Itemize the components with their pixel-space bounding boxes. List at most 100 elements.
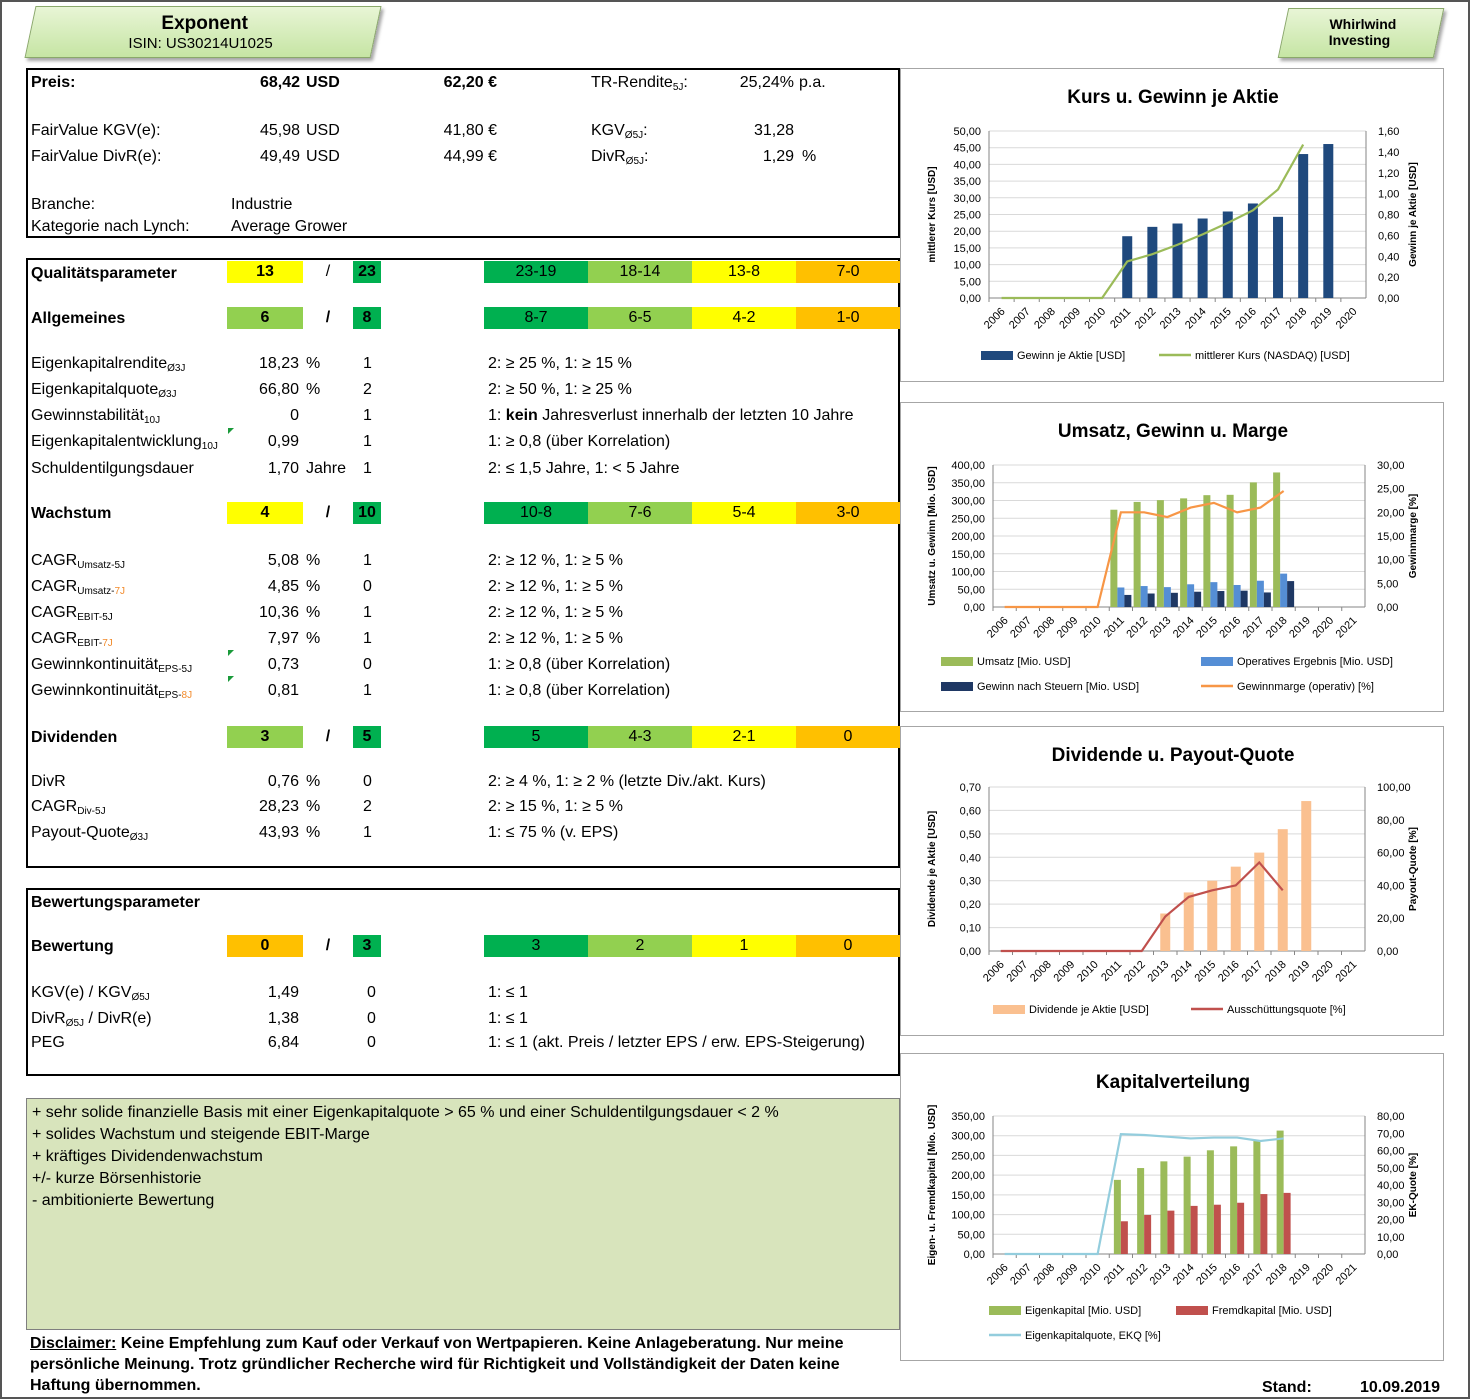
wachstum-row-points: 0 bbox=[363, 578, 372, 595]
legend-label: Eigenkapital [Mio. USD] bbox=[1025, 1305, 1141, 1317]
bar bbox=[1273, 472, 1281, 607]
y-tick-label: 15,00 bbox=[953, 243, 981, 255]
bewertung-max: 3 bbox=[353, 935, 381, 957]
legend-swatch bbox=[989, 1306, 1021, 1315]
chart-title: Kapitalverteilung bbox=[1096, 1072, 1250, 1093]
y-tick-label: 0,30 bbox=[960, 876, 981, 888]
lynch-value: Average Grower bbox=[231, 218, 348, 235]
wachstum-row-unit: % bbox=[306, 578, 321, 595]
allgemeines-row-label: EigenkapitalrenditeØ3J bbox=[31, 355, 186, 374]
y-tick-label: 0,40 bbox=[960, 852, 981, 864]
bar bbox=[1120, 1221, 1128, 1254]
y-tick-label: 200,00 bbox=[951, 1170, 985, 1182]
y2-tick-label: 70,00 bbox=[1377, 1128, 1405, 1140]
y2-tick-label: 20,00 bbox=[1377, 1215, 1405, 1227]
allgemeines-scale-3: 1-0 bbox=[796, 307, 900, 329]
quality-box bbox=[26, 258, 900, 868]
quality-scale-2: 13-8 bbox=[692, 261, 796, 283]
kgv-label: KGVØ5J: bbox=[591, 122, 648, 141]
x-tick-label: 2010 bbox=[1078, 615, 1104, 641]
bar bbox=[1287, 581, 1295, 607]
y-tick-label: 5,00 bbox=[960, 276, 981, 288]
bar bbox=[1160, 913, 1171, 951]
bar bbox=[1249, 482, 1257, 607]
x-tick-label: 2008 bbox=[1031, 615, 1057, 641]
wachstum-scale-0: 10-8 bbox=[484, 502, 588, 524]
x-tick-label: 2019 bbox=[1287, 615, 1313, 641]
disclaimer-label: Disclaimer: bbox=[30, 1335, 117, 1352]
bar bbox=[1194, 591, 1202, 607]
company-header: Exponent ISIN: US30214U1025 bbox=[24, 6, 382, 58]
y2-tick-label: 0,00 bbox=[1377, 602, 1398, 614]
dividenden-row-unit: % bbox=[306, 824, 321, 841]
legend-label: Umsatz [Mio. USD] bbox=[977, 656, 1071, 668]
y-axis-label: Eigen- u. Fremdkapital [Mio. USD] bbox=[927, 1105, 938, 1266]
divr-value: 1,29 bbox=[762, 148, 794, 165]
y-tick-label: 35,00 bbox=[953, 176, 981, 188]
comment-list: + sehr solide finanzielle Basis mit eine… bbox=[32, 1102, 894, 1212]
wachstum-row-value: 0,73 bbox=[267, 656, 299, 673]
x-tick-label: 2021 bbox=[1334, 1262, 1360, 1288]
x-tick-label: 2012 bbox=[1133, 306, 1159, 332]
y-tick-label: 0,70 bbox=[960, 782, 981, 794]
wachstum-row-points: 1 bbox=[363, 552, 372, 569]
y-tick-label: 25,00 bbox=[953, 210, 981, 222]
x-tick-label: 2020 bbox=[1310, 959, 1336, 985]
y-tick-label: 0,00 bbox=[964, 1249, 985, 1261]
legend-label: Ausschüttungsquote [%] bbox=[1227, 1004, 1346, 1016]
y-tick-label: 50,00 bbox=[953, 126, 981, 138]
tr-rendite-value: 25,24% bbox=[739, 74, 794, 91]
x-tick-label: 2011 bbox=[1099, 959, 1124, 984]
wachstum-row-label: CAGRUmsatz-7J bbox=[31, 578, 126, 597]
allgemeines-row-unit: % bbox=[306, 381, 321, 398]
wachstum-row-criterion: 1: ≥ 0,8 (über Korrelation) bbox=[488, 682, 671, 699]
x-tick-label: 2011 bbox=[1108, 306, 1133, 331]
y2-tick-label: 30,00 bbox=[1377, 1197, 1405, 1209]
comments-box: + sehr solide finanzielle Basis mit eine… bbox=[26, 1098, 900, 1330]
y-tick-label: 400,00 bbox=[951, 460, 985, 472]
bewertung-scale-2: 1 bbox=[692, 935, 796, 957]
dividenden-row-criterion: 1: ≤ 75 % (v. EPS) bbox=[488, 824, 619, 841]
legend-swatch bbox=[1176, 1306, 1208, 1315]
quality-scale-3: 7-0 bbox=[796, 261, 900, 283]
tr-rendite-label: TR-Rendite5J: bbox=[591, 74, 688, 93]
dividenden-max: 5 bbox=[353, 726, 381, 748]
bar bbox=[1180, 498, 1188, 607]
x-tick-label: 2008 bbox=[1032, 306, 1058, 332]
wachstum-row-points: 0 bbox=[363, 656, 372, 673]
preis-label: Preis: bbox=[31, 74, 76, 91]
x-tick-label: 2019 bbox=[1309, 306, 1335, 332]
quality-max: 23 bbox=[353, 261, 381, 283]
y-axis-label: Umsatz u. Gewinn [Mio. USD] bbox=[927, 466, 938, 605]
bar bbox=[1280, 573, 1288, 607]
wachstum-row-value: 10,36 bbox=[258, 604, 299, 621]
wachstum-slash: / bbox=[325, 504, 331, 521]
y-tick-label: 200,00 bbox=[951, 531, 985, 543]
allgemeines-row-criterion: 2: ≥ 50 %, 1: ≥ 25 % bbox=[488, 381, 632, 398]
brand-line2: Investing bbox=[1328, 32, 1391, 48]
wachstum-row-points: 1 bbox=[363, 630, 372, 647]
preis-eur: 62,20 € bbox=[443, 74, 497, 91]
bewertung-scale-0: 3 bbox=[484, 935, 588, 957]
bar bbox=[1230, 866, 1241, 951]
allgemeines-row-points: 2 bbox=[363, 381, 372, 398]
x-tick-label: 2021 bbox=[1334, 959, 1360, 985]
wachstum-row-value: 5,08 bbox=[267, 552, 299, 569]
x-tick-label: 2021 bbox=[1334, 615, 1360, 641]
bar bbox=[1233, 584, 1241, 607]
bar bbox=[1213, 1204, 1221, 1254]
bar bbox=[1298, 154, 1309, 298]
chart-title: Kurs u. Gewinn je Aktie bbox=[1067, 87, 1279, 108]
bar bbox=[1237, 1202, 1245, 1254]
valuation-section-title: Bewertungsparameter bbox=[31, 894, 200, 911]
chart-panel-umsatz: Umsatz, Gewinn u. Marge 0,00 50,00 100,00 15… bbox=[900, 402, 1444, 712]
kgv-value: 31,28 bbox=[753, 122, 794, 139]
lynch-label: Kategorie nach Lynch: bbox=[31, 218, 190, 235]
y2-tick-label: 25,00 bbox=[1377, 484, 1405, 496]
quality-slash: / bbox=[325, 263, 331, 280]
dividenden-scale-2: 2-1 bbox=[692, 726, 796, 748]
y2-tick-label: 10,00 bbox=[1377, 555, 1405, 567]
x-tick-label: 2010 bbox=[1082, 306, 1108, 332]
y2-tick-label: 0,20 bbox=[1378, 272, 1399, 284]
allgemeines-slash: / bbox=[325, 309, 331, 326]
